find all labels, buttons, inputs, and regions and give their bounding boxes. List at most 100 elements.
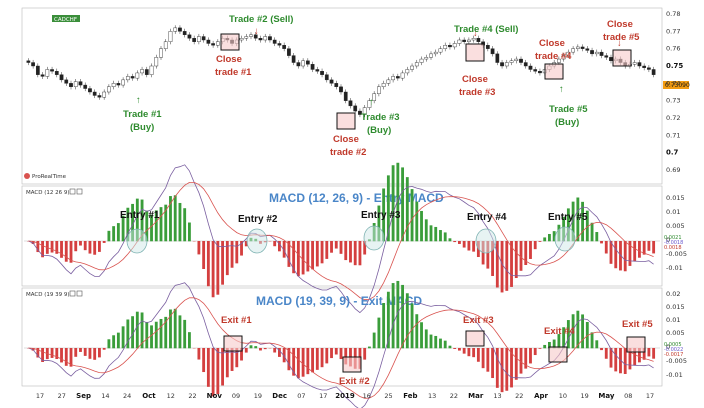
candle-body — [367, 100, 372, 108]
macd-hist-bar — [472, 348, 476, 358]
macd-hist-bar — [159, 207, 163, 242]
macd-hist-bar — [533, 241, 537, 250]
macd-hist-bar — [64, 241, 68, 262]
candle-body — [604, 55, 609, 58]
macd-hist-bar — [628, 348, 632, 370]
macd-hist-bar — [401, 167, 404, 242]
trade3-arrow: ↑ — [369, 97, 374, 108]
candle-body — [467, 39, 471, 42]
candle-body — [64, 79, 69, 84]
macd-hist-bar — [467, 348, 471, 357]
macd-hist-bar — [434, 335, 438, 349]
macd-hist-bar — [31, 348, 35, 351]
macd-hist-bar — [548, 341, 551, 349]
candle-body — [334, 83, 339, 88]
macd-hist-bar — [183, 319, 187, 349]
x-tick-label: 17 — [36, 392, 44, 400]
candle-body — [159, 48, 163, 58]
entry-signal-value: -0.0018 — [664, 240, 683, 246]
macd-hist-bar — [552, 231, 556, 242]
macd-hist-bar — [633, 348, 637, 366]
macd-y-tick: -0.01 — [666, 264, 683, 272]
macd-hist-bar — [240, 348, 243, 361]
macd-hist-bar — [623, 348, 627, 374]
macd-hist-bar — [386, 291, 390, 349]
macd-y-tick: -0.005 — [666, 250, 687, 258]
price-y-tick: 0.73 — [666, 97, 680, 105]
macd-hist-bar — [249, 345, 253, 349]
candle-body — [201, 36, 206, 41]
candle-body — [395, 76, 400, 79]
candle-body — [253, 34, 258, 39]
entry5-ellipse — [554, 226, 576, 252]
price-y-tick: 0.7 — [666, 149, 679, 157]
macd-hist-bar — [396, 280, 400, 349]
candle-body — [163, 41, 168, 49]
macd-hist-bar — [391, 283, 395, 349]
macd-hist-bar — [533, 348, 537, 356]
x-tick-label: 25 — [384, 392, 392, 400]
exit5-box — [626, 336, 646, 353]
macd-hist-bar — [609, 241, 613, 264]
macd-hist-bar — [486, 348, 490, 372]
x-tick-label: 19 — [581, 392, 589, 400]
macd-hist-bar — [69, 241, 73, 263]
macd-hist-bar — [41, 348, 44, 362]
x-tick-label: May — [598, 392, 614, 400]
close5-label-1: Close — [607, 19, 633, 30]
x-tick-label: Mar — [468, 392, 484, 400]
macd-hist-bar — [98, 241, 101, 252]
macd-hist-bar — [614, 348, 618, 372]
watermark-icon — [24, 173, 30, 179]
macd-hist-bar — [287, 241, 291, 267]
close5-label-2: trade #5 — [603, 32, 640, 43]
macd-hist-bar — [159, 318, 163, 349]
entry1-ellipse — [126, 228, 148, 254]
macd-hist-bar — [254, 346, 258, 349]
macd-hist-bar — [150, 325, 153, 349]
x-tick-label: Oct — [142, 392, 156, 400]
candle-body — [301, 60, 305, 67]
exit-macd-title: MACD (19, 39, 9) - Exit MACD — [256, 294, 422, 308]
macd-hist-bar — [524, 348, 528, 369]
price-marker-label: 0.73090 — [665, 82, 690, 89]
candle-body — [386, 79, 391, 84]
candle-body — [391, 76, 395, 81]
candle-body — [414, 62, 419, 67]
macd-hist-bar — [377, 317, 381, 349]
macd-hist-bar — [263, 348, 267, 350]
candle-body — [305, 60, 310, 65]
macd-hist-bar — [448, 238, 452, 242]
candle-body — [632, 62, 637, 65]
macd-hist-bar — [178, 315, 182, 349]
candle-body — [69, 83, 73, 88]
x-tick-label: 16 — [363, 392, 371, 400]
candle-body — [78, 81, 83, 86]
price-y-tick: 0.72 — [666, 114, 680, 122]
candle-body — [282, 45, 287, 49]
macd-y-tick: 0.01 — [666, 316, 680, 324]
macd-hist-bar — [88, 348, 92, 359]
candle-body — [590, 50, 594, 55]
macd-hist-bar — [102, 241, 106, 243]
macd-hist-bar — [538, 241, 542, 242]
macd-hist-bar — [638, 348, 641, 363]
macd-hist-bar — [50, 241, 54, 253]
macd-hist-bar — [424, 329, 428, 349]
macd-hist-bar — [458, 348, 461, 351]
macd-hist-bar — [600, 241, 603, 244]
candle-body — [35, 65, 40, 75]
exit4-box — [548, 346, 568, 363]
macd-hist-bar — [121, 215, 125, 242]
entry-panel-icon — [69, 188, 76, 195]
macd-hist-bar — [301, 241, 305, 275]
price-y-tick: 0.69 — [666, 166, 680, 174]
trade4-label: Trade #4 (Sell) — [454, 24, 518, 35]
candle-body — [329, 79, 334, 84]
price-y-tick: 0.77 — [666, 27, 680, 35]
candle-body — [107, 86, 111, 93]
macd-hist-bar — [83, 241, 87, 251]
candle-body — [168, 31, 173, 42]
macd-hist-bar — [405, 177, 409, 242]
